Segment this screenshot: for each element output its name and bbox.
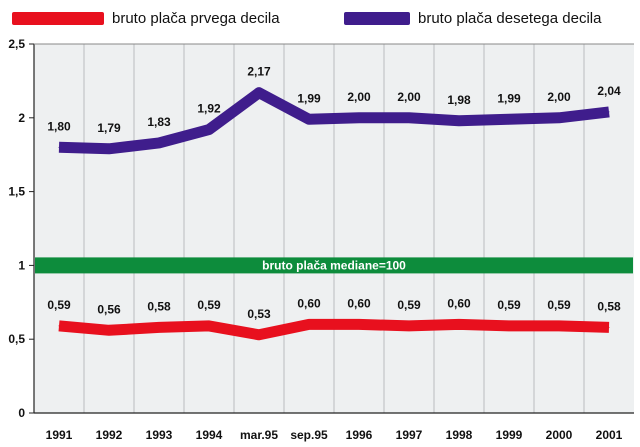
data-point xyxy=(158,326,160,328)
data-label: 0,60 xyxy=(347,296,371,310)
data-point xyxy=(108,148,110,150)
data-point xyxy=(558,325,560,327)
data-label: 1,79 xyxy=(97,121,121,135)
data-label: 0,60 xyxy=(297,296,321,310)
data-point xyxy=(408,325,410,327)
series-line-1 xyxy=(58,318,610,341)
data-label: 2,00 xyxy=(547,90,571,104)
data-label: 0,58 xyxy=(147,299,171,313)
data-point xyxy=(258,92,260,94)
data-label: 1,99 xyxy=(297,91,321,105)
data-point xyxy=(208,325,210,327)
data-point xyxy=(608,326,610,328)
data-point xyxy=(508,118,510,120)
x-tick-label: mar.95 xyxy=(240,428,278,442)
data-label: 1,99 xyxy=(497,91,521,105)
data-label: 0,53 xyxy=(247,307,271,321)
data-point xyxy=(358,117,360,119)
y-tick-label: 1 xyxy=(18,258,25,272)
data-point xyxy=(558,117,560,119)
y-tick-label: 2,5 xyxy=(8,37,25,51)
y-tick-label: 0,5 xyxy=(8,332,25,346)
x-tick-label: 1999 xyxy=(496,428,523,442)
legend-label-1: bruto plača prvega decila xyxy=(112,10,280,27)
data-point xyxy=(58,325,60,327)
plot-area: 0 0,5 1 1,5 2 2,5 1991 1992 1993 1994 mar.95 sep.95… xyxy=(8,37,634,442)
data-point xyxy=(108,329,110,331)
legend-swatch-2 xyxy=(344,12,410,25)
data-label: 0,56 xyxy=(97,302,121,316)
data-point xyxy=(258,334,260,336)
data-label: 0,59 xyxy=(397,298,421,312)
data-label: 0,58 xyxy=(597,299,621,313)
data-label: 2,00 xyxy=(347,90,371,104)
data-point xyxy=(458,120,460,122)
data-point xyxy=(308,323,310,325)
legend-swatch-1 xyxy=(12,12,104,25)
median-band xyxy=(35,257,633,274)
data-label: 0,59 xyxy=(47,298,71,312)
data-label: 1,80 xyxy=(47,119,71,133)
data-point xyxy=(408,117,410,119)
x-tick-label: sep.95 xyxy=(290,428,328,442)
data-point xyxy=(208,129,210,131)
y-tick-label: 2 xyxy=(18,111,25,125)
series-line-2 xyxy=(58,87,610,155)
x-tick-label: 1993 xyxy=(146,428,173,442)
x-tick-label: 1991 xyxy=(46,428,73,442)
x-tick-label: 2001 xyxy=(596,428,623,442)
data-label: 1,83 xyxy=(147,115,171,129)
median-band-label: bruto plača mediane=100 xyxy=(262,258,406,272)
data-point xyxy=(358,323,360,325)
y-tick-label: 1,5 xyxy=(8,185,25,199)
x-tick-label: 1997 xyxy=(396,428,423,442)
data-label: 2,00 xyxy=(397,90,421,104)
data-point xyxy=(308,118,310,120)
data-label: 0,59 xyxy=(547,298,571,312)
y-tick-label: 0 xyxy=(18,406,25,420)
data-label: 2,17 xyxy=(247,65,271,79)
data-point xyxy=(58,146,60,148)
legend: bruto plača prvega decila bruto plača des… xyxy=(12,10,602,27)
data-point xyxy=(508,325,510,327)
x-tick-label: 1996 xyxy=(346,428,373,442)
data-point xyxy=(458,323,460,325)
data-point xyxy=(608,111,610,113)
data-label: 0,59 xyxy=(497,298,521,312)
data-point xyxy=(158,142,160,144)
data-label: 1,92 xyxy=(197,102,221,116)
data-label: 2,04 xyxy=(597,84,621,98)
x-tick-label: 1998 xyxy=(446,428,473,442)
legend-label-2: bruto plača desetega decila xyxy=(418,10,602,27)
x-tick-label: 2000 xyxy=(546,428,573,442)
data-label: 0,60 xyxy=(447,296,471,310)
x-tick-label: 1994 xyxy=(196,428,223,442)
x-tick-label: 1992 xyxy=(96,428,123,442)
data-label: 1,98 xyxy=(447,93,471,107)
data-label: 0,59 xyxy=(197,298,221,312)
